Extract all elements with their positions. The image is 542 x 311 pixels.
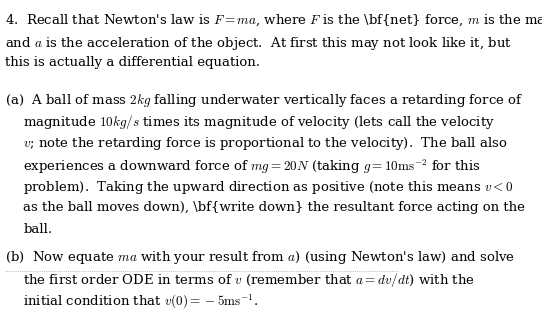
Text: $v$; note the retarding force is proportional to the velocity).  The ball also: $v$; note the retarding force is proport… bbox=[23, 135, 508, 152]
Text: (a)  A ball of mass $2kg$ falling underwater vertically faces a retarding force : (a) A ball of mass $2kg$ falling underwa… bbox=[5, 91, 524, 109]
Text: the first order ODE in terms of $v$ (remember that $a = dv/dt$) with the: the first order ODE in terms of $v$ (rem… bbox=[23, 271, 475, 289]
Text: 4.  Recall that Newton's law is $F = ma$, where $F$ is the \bf{net} force, $m$ i: 4. Recall that Newton's law is $F = ma$,… bbox=[5, 13, 542, 28]
Text: magnitude $10kg/s$ times its magnitude of velocity (lets call the velocity: magnitude $10kg/s$ times its magnitude o… bbox=[23, 114, 495, 132]
Text: problem).  Taking the upward direction as positive (note this means $v < 0$: problem). Taking the upward direction as… bbox=[23, 179, 514, 196]
Text: experiences a downward force of $mg = 20N$ (taking $g = 10\mathrm{ms}^{-2}$ for : experiences a downward force of $mg = 20… bbox=[23, 157, 481, 176]
Text: (b)  Now equate $ma$ with your result from $a$) (using Newton's law) and solve: (b) Now equate $ma$ with your result fro… bbox=[5, 249, 515, 266]
Text: this is actually a differential equation.: this is actually a differential equation… bbox=[5, 56, 260, 69]
Text: initial condition that $v(0) = -5\mathrm{ms}^{-1}$.: initial condition that $v(0) = -5\mathrm… bbox=[23, 293, 259, 311]
Text: ball.: ball. bbox=[23, 223, 53, 236]
Text: and $a$ is the acceleration of the object.  At first this may not look like it, : and $a$ is the acceleration of the objec… bbox=[5, 35, 512, 52]
Text: as the ball moves down), \bf{write down} the resultant force acting on the: as the ball moves down), \bf{write down}… bbox=[23, 201, 525, 214]
